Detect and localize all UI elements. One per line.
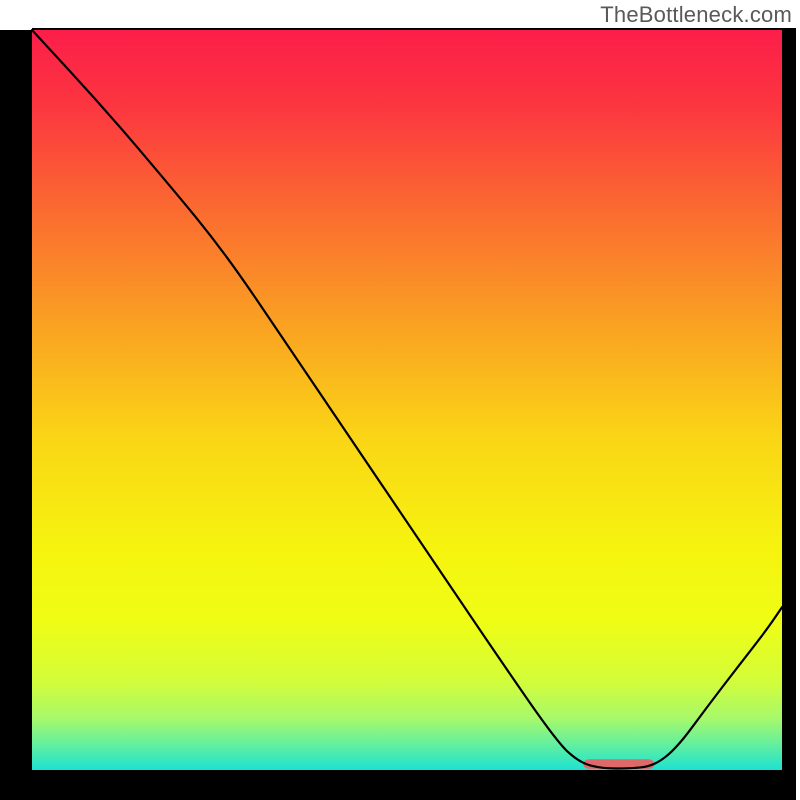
plot-background [32, 30, 782, 770]
chart-stage: TheBottleneck.com [0, 0, 800, 800]
bottleneck-curve-chart [0, 0, 800, 800]
watermark-text: TheBottleneck.com [600, 2, 792, 28]
